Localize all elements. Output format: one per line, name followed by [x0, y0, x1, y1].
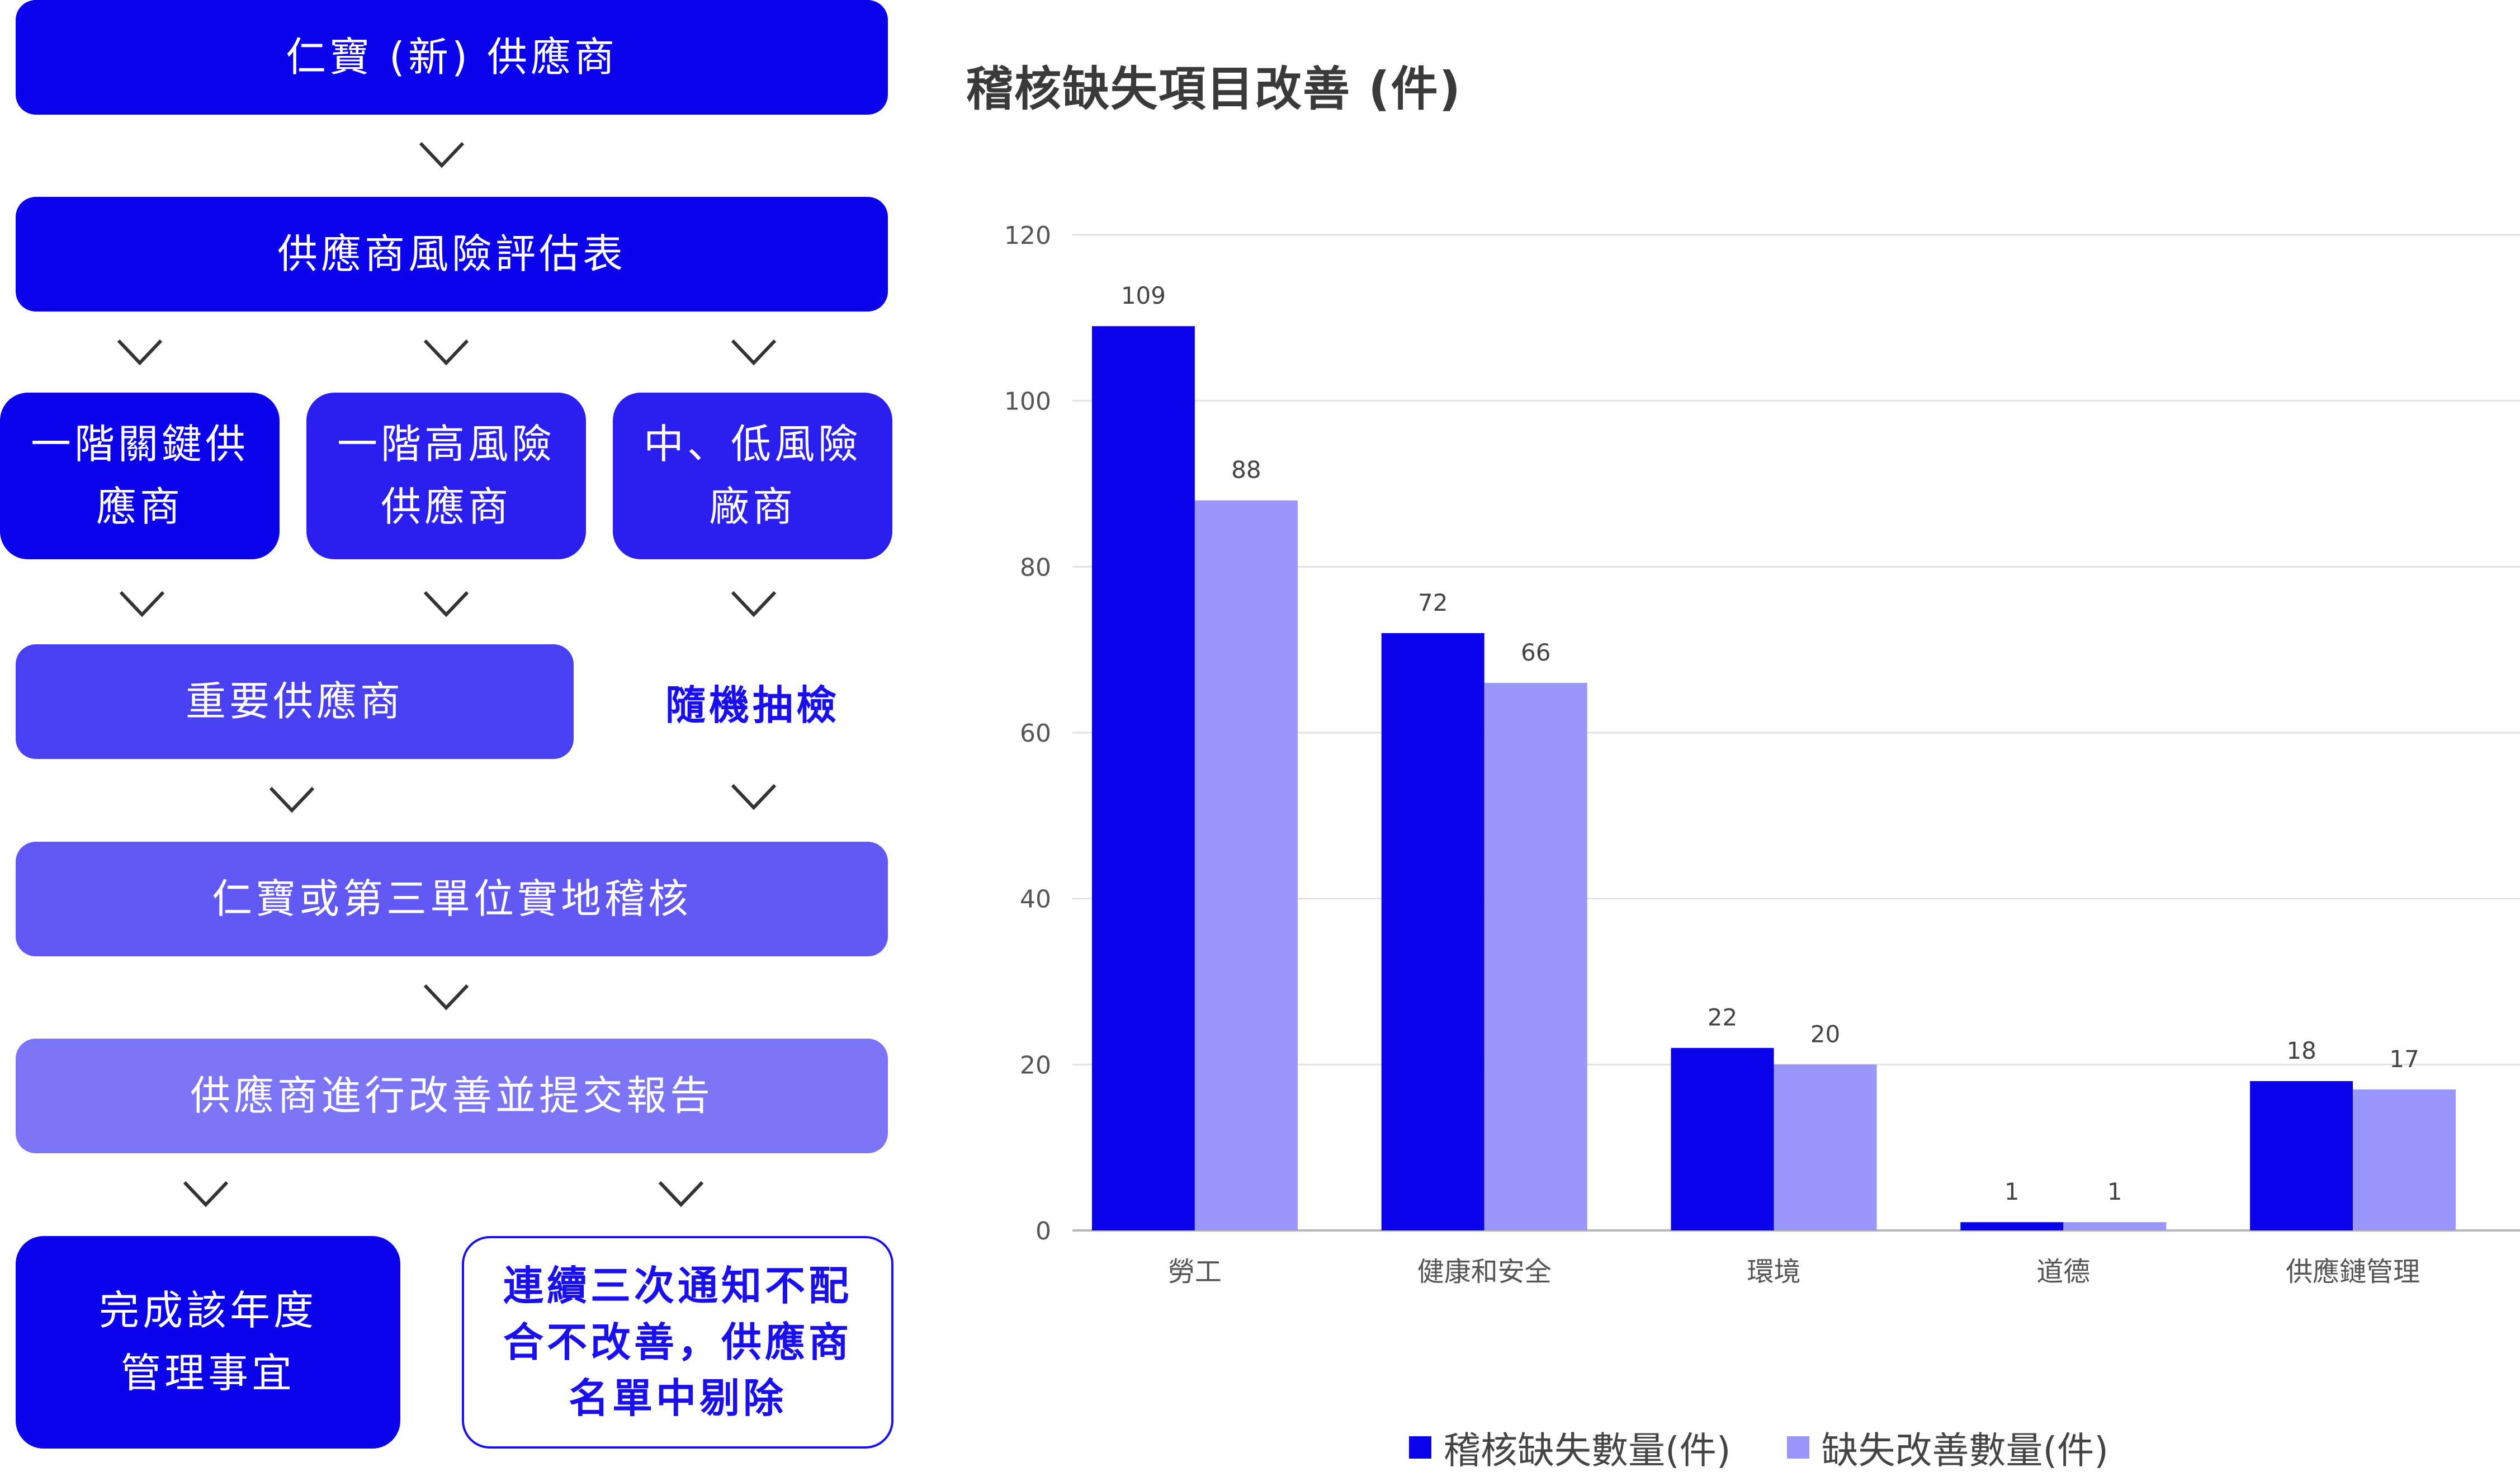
- x-tick-label: 供應鏈管理: [2286, 1256, 2420, 1287]
- chevron-down-icon: [730, 590, 777, 618]
- bar-improvement: [2063, 1222, 2167, 1230]
- legend-label-improvements: 缺失改善數量(件): [1821, 1429, 2109, 1472]
- flowchart: 仁寶 (新) 供應商 供應商風險評估表 一階關鍵供 應商 一階高風險 供應商 中…: [0, 0, 906, 1481]
- bar-deficiency: [1671, 1048, 1774, 1230]
- flow-tier-critical: 一階關鍵供 應商: [0, 393, 280, 559]
- data-label: 17: [2389, 1045, 2419, 1073]
- bar-improvement: [2353, 1089, 2456, 1230]
- data-label: 1: [2004, 1178, 2020, 1205]
- flow-tier-critical-line1: 一階關鍵供: [30, 421, 249, 468]
- flow-step-risk-assessment-label: 供應商風險評估表: [277, 230, 626, 277]
- data-label: 72: [1418, 589, 1448, 616]
- bar-deficiency: [2250, 1081, 2353, 1230]
- chevron-down-icon: [423, 338, 470, 366]
- legend-label-audit-deficiencies: 稽核缺失數量(件): [1444, 1429, 1731, 1472]
- chevron-down-icon: [730, 783, 777, 811]
- flow-important-supplier-label: 重要供應商: [185, 677, 404, 725]
- flow-random-check-label: 隨機抽檢: [665, 682, 840, 729]
- x-tick-label: 環境: [1747, 1256, 1800, 1287]
- bar-improvement: [1484, 683, 1587, 1230]
- data-label: 18: [2286, 1037, 2316, 1064]
- bar-chart: 0 20 40 60 80 100 120 109 88 勞工 72 66 健康和安全 22 20 環境 1 1 道…: [1004, 221, 2520, 1287]
- y-tick-label: 100: [1004, 388, 1051, 416]
- flow-tier-high-risk-line1: 一階高風險: [337, 421, 555, 468]
- y-tick-label: 120: [1004, 221, 1051, 250]
- flow-tier-low-risk-line1: 中、低風險: [643, 421, 862, 468]
- data-label: 109: [1121, 282, 1166, 309]
- flow-important-supplier: 重要供應商: [16, 644, 574, 759]
- chevron-down-icon: [182, 1180, 229, 1208]
- flow-complete-annual-line2: 管理事宜: [120, 1350, 295, 1397]
- legend-swatch-secondary: [1786, 1436, 1809, 1459]
- flow-complete-annual: 完成該年度 管理事宜: [16, 1236, 400, 1449]
- flow-step-new-supplier: 仁寶 (新) 供應商: [16, 0, 888, 115]
- chevron-down-icon: [658, 1180, 705, 1208]
- x-tick-label: 健康和安全: [1417, 1256, 1552, 1287]
- chevron-down-icon: [418, 141, 465, 169]
- flow-tier-critical-line2: 應商: [96, 483, 183, 530]
- data-label: 88: [1231, 456, 1261, 484]
- bar-improvement: [1774, 1064, 1877, 1230]
- flow-improvement-report: 供應商進行改善並提交報告: [16, 1039, 888, 1153]
- bar-improvement: [1194, 500, 1298, 1230]
- legend-swatch-primary: [1409, 1436, 1431, 1459]
- flow-random-check: 隨機抽檢: [613, 644, 892, 759]
- x-tick-label: 道德: [2036, 1256, 2090, 1287]
- flow-onsite-audit-label: 仁寶或第三單位實地稽核: [211, 875, 692, 922]
- flow-tier-low-risk: 中、低風險 廠商: [613, 393, 892, 559]
- data-label: 1: [2107, 1178, 2122, 1205]
- chevron-down-icon: [423, 983, 470, 1011]
- chevron-down-icon: [116, 338, 163, 366]
- y-tick-label: 80: [1020, 553, 1051, 582]
- flow-tier-high-risk: 一階高風險 供應商: [306, 393, 586, 559]
- chevron-down-icon: [268, 786, 315, 814]
- chevron-down-icon: [119, 590, 166, 618]
- bar-deficiency: [1381, 633, 1484, 1230]
- data-label: 20: [1810, 1020, 1840, 1048]
- flow-remove-supplier-line1: 連續三次通知不配: [503, 1262, 852, 1309]
- y-tick-label: 40: [1020, 885, 1051, 914]
- bar-deficiency: [1960, 1222, 2064, 1230]
- flow-tier-low-risk-line2: 廠商: [708, 483, 796, 530]
- legend-item-improvements: 缺失改善數量(件): [1786, 1421, 2109, 1474]
- y-tick-label: 20: [1020, 1051, 1051, 1079]
- flow-remove-supplier-line2: 合不改善，供應商: [503, 1318, 852, 1366]
- flow-step-new-supplier-label: 仁寶 (新) 供應商: [286, 33, 618, 81]
- chevron-down-icon: [423, 590, 470, 618]
- x-tick-label: 勞工: [1168, 1256, 1222, 1287]
- bar-deficiency: [1091, 326, 1195, 1230]
- flow-remove-supplier-line3: 名單中剔除: [568, 1375, 787, 1422]
- chart-title: 稽核缺失項目改善 (件): [966, 62, 1462, 116]
- chart-legend: 稽核缺失數量(件) 缺失改善數量(件): [1409, 1421, 2164, 1474]
- data-label: 66: [1521, 639, 1550, 666]
- y-tick-label: 0: [1036, 1217, 1051, 1246]
- flow-remove-supplier: 連續三次通知不配 合不改善，供應商 名單中剔除: [462, 1236, 893, 1449]
- y-tick-label: 60: [1020, 719, 1051, 748]
- flow-onsite-audit: 仁寶或第三單位實地稽核: [16, 842, 888, 956]
- chevron-down-icon: [730, 338, 777, 366]
- flow-complete-annual-line1: 完成該年度: [98, 1287, 317, 1334]
- flow-tier-high-risk-line2: 供應商: [380, 483, 512, 530]
- flow-step-risk-assessment: 供應商風險評估表: [16, 197, 888, 312]
- flow-improvement-report-label: 供應商進行改善並提交報告: [190, 1072, 713, 1119]
- legend-item-audit-deficiencies: 稽核缺失數量(件): [1409, 1421, 1731, 1474]
- data-label: 22: [1708, 1004, 1737, 1031]
